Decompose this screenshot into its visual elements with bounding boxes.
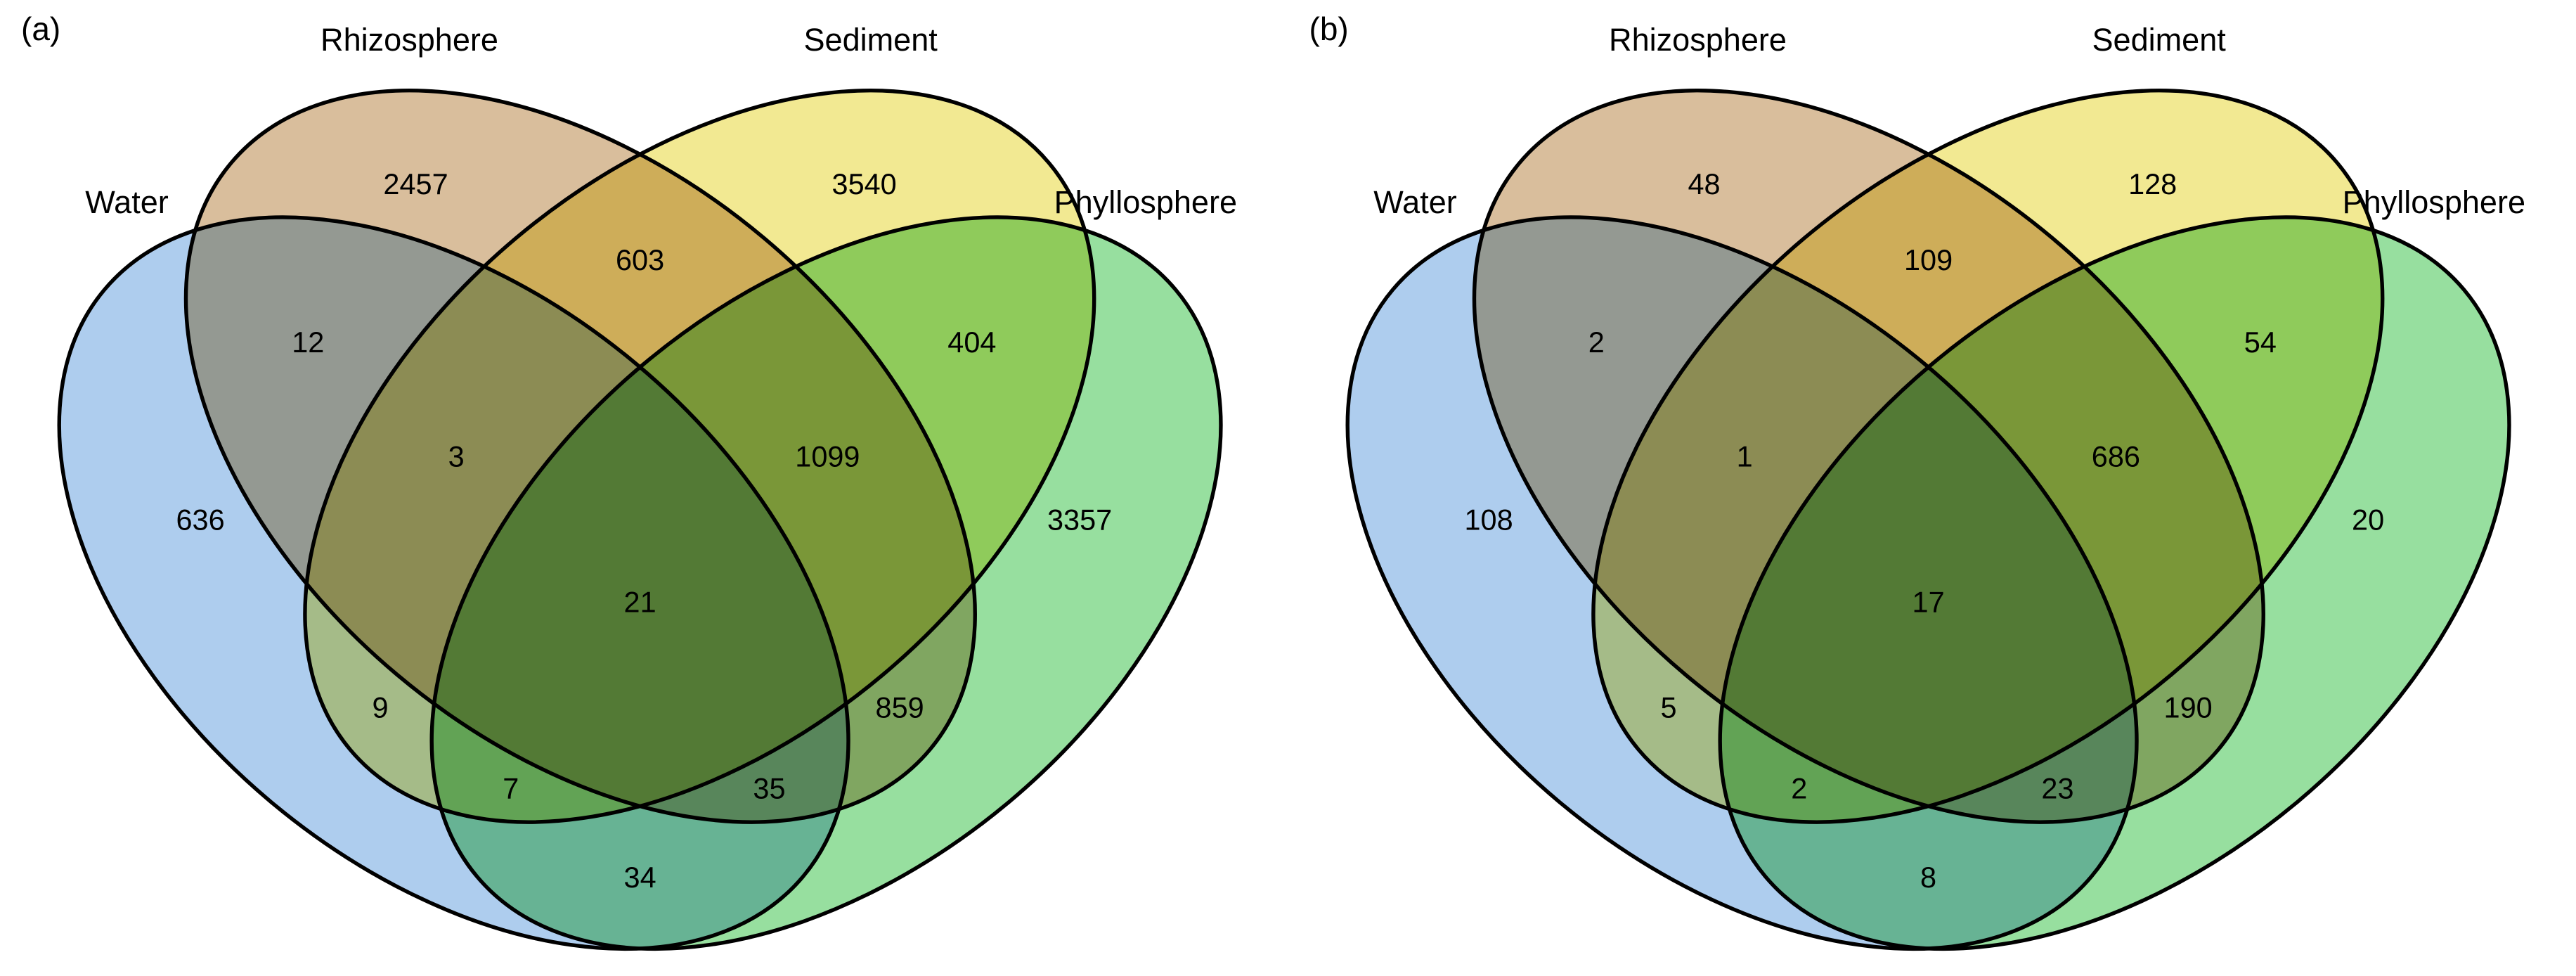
count-rhizosphere-sediment: 109 (1904, 243, 1953, 276)
count-water-phyllosphere: 34 (624, 861, 656, 894)
region-counts: 108 48 128 20 2 109 54 1 686 17 5 190 2 … (1464, 167, 2384, 894)
count-sediment-only: 128 (2128, 167, 2177, 200)
panel-label-a: (a) (21, 11, 61, 47)
venn-diagram-b: Water Rhizosphere Sediment Phyllosphere … (1345, 22, 2525, 951)
region-counts: 636 2457 3540 3357 12 603 404 3 1099 21 … (176, 167, 1113, 894)
count-sediment-only: 3540 (832, 167, 897, 200)
count-all-four: 21 (624, 586, 656, 619)
count-all-four: 17 (1912, 586, 1944, 619)
set-label-water: Water (1373, 184, 1456, 220)
count-water-rhizosphere-sediment: 1 (1736, 439, 1752, 473)
venn-panel-b: (b) Water Rhizosphere Sediment Phyllosph… (1288, 0, 2576, 976)
count-water-rhizosphere-phyllosphere: 23 (2041, 772, 2073, 805)
phyllosphere-ellipse (1718, 215, 2511, 951)
set-label-water: Water (86, 184, 169, 220)
count-phyllosphere-only: 3357 (1047, 503, 1112, 537)
count-water-sediment-phyllosphere: 7 (503, 772, 519, 805)
count-rhizosphere-phyllosphere: 190 (2163, 691, 2212, 724)
count-rhizosphere-sediment-phyllosphere: 686 (2092, 439, 2140, 473)
panel-label-b: (b) (1309, 11, 1349, 47)
set-label-rhizosphere: Rhizosphere (321, 22, 498, 58)
count-water-rhizosphere: 2 (1588, 326, 1605, 359)
count-rhizosphere-phyllosphere: 859 (876, 691, 924, 724)
count-rhizosphere-sediment: 603 (616, 243, 664, 276)
count-water-sediment: 9 (373, 691, 389, 724)
set-label-phyllosphere: Phyllosphere (2342, 184, 2525, 220)
venn-panel-a: (a) Water Rhizosphere Sediment Phyllosph… (21, 11, 1238, 951)
count-water-rhizosphere-sediment: 3 (448, 439, 465, 473)
count-water-only: 108 (1464, 503, 1513, 537)
count-water-rhizosphere: 12 (292, 326, 325, 359)
set-label-sediment: Sediment (2092, 22, 2226, 58)
count-phyllosphere-only: 20 (2352, 503, 2384, 537)
count-water-only: 636 (176, 503, 225, 537)
set-labels: Water Rhizosphere Sediment Phyllosphere (1373, 22, 2525, 220)
count-rhizosphere-sediment-phyllosphere: 1099 (796, 439, 860, 473)
venn-diagram-a: Water Rhizosphere Sediment Phyllosphere … (57, 22, 1238, 951)
set-labels: Water Rhizosphere Sediment Phyllosphere (86, 22, 1238, 220)
count-water-sediment-phyllosphere: 2 (1791, 772, 1807, 805)
phyllosphere-ellipse (429, 215, 1223, 951)
count-water-sediment: 5 (1660, 691, 1676, 724)
count-water-phyllosphere: 8 (1920, 861, 1936, 894)
count-rhizosphere-only: 48 (1688, 167, 1720, 200)
set-label-sediment: Sediment (804, 22, 938, 58)
count-sediment-phyllosphere: 54 (2244, 326, 2277, 359)
set-label-rhizosphere: Rhizosphere (1609, 22, 1787, 58)
count-sediment-phyllosphere: 404 (948, 326, 997, 359)
set-label-phyllosphere: Phyllosphere (1054, 184, 1237, 220)
ellipse-group (57, 89, 1223, 951)
count-rhizosphere-only: 2457 (384, 167, 448, 200)
count-water-rhizosphere-phyllosphere: 35 (753, 772, 786, 805)
ellipse-group (1345, 89, 2511, 951)
